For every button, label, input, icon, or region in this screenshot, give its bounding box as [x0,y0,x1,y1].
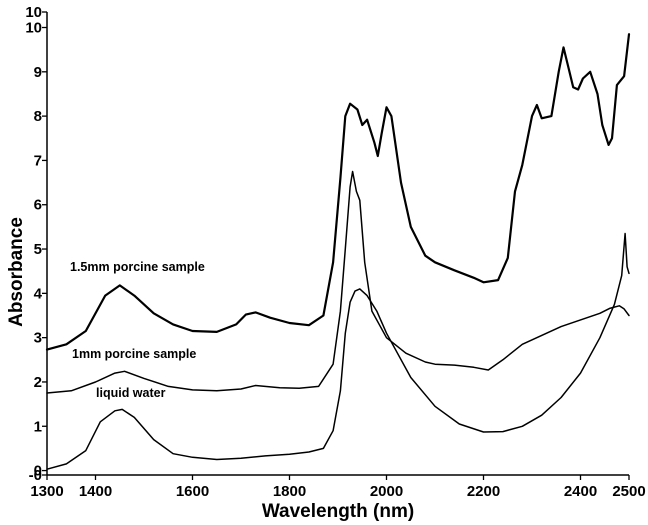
y-tick-label: -0 [29,467,42,484]
x-axis-ticks: 1300 1400 1600 1800 2000 2200 2400 2500 [30,475,646,500]
y-tick-label: 2 [34,374,42,391]
y-tick-label: 3 [34,330,42,347]
x-tick-label: 2500 [612,483,645,500]
x-tick-label: 1800 [273,483,306,500]
y-tick-label: 10 [25,20,42,37]
y-tick-label: 9 [34,64,42,81]
x-tick-label: 2400 [564,483,597,500]
series-line-1 [46,170,630,394]
x-tick-label: 2200 [467,483,500,500]
y-tick-label: 5 [34,241,42,258]
series-label-1-5mm-porcine: 1.5mm porcine sample [70,260,205,274]
y-tick-label: 4 [34,285,43,302]
series-line-0 [45,33,631,351]
y-axis-title: Absorbance [6,217,27,327]
y-tick-label: 6 [34,197,42,214]
y-tick-label: 8 [34,108,42,125]
x-tick-label: 2000 [370,483,403,500]
y-tick-label: 1 [34,418,42,435]
y-tick-label: 7 [34,152,42,169]
y-tick-label: 10 [25,4,42,21]
y-tick-label: 0 [34,463,42,480]
x-axis-title: Wavelength (nm) [262,501,414,522]
series-layer [45,33,631,470]
series-line-2 [46,232,630,470]
series-label-1mm-porcine: 1mm porcine sample [72,347,196,361]
x-tick-label: 1400 [79,483,112,500]
series-label-liquid-water: liquid water [96,386,166,400]
x-tick-label: 1600 [176,483,209,500]
x-tick-label: 1300 [30,483,63,500]
